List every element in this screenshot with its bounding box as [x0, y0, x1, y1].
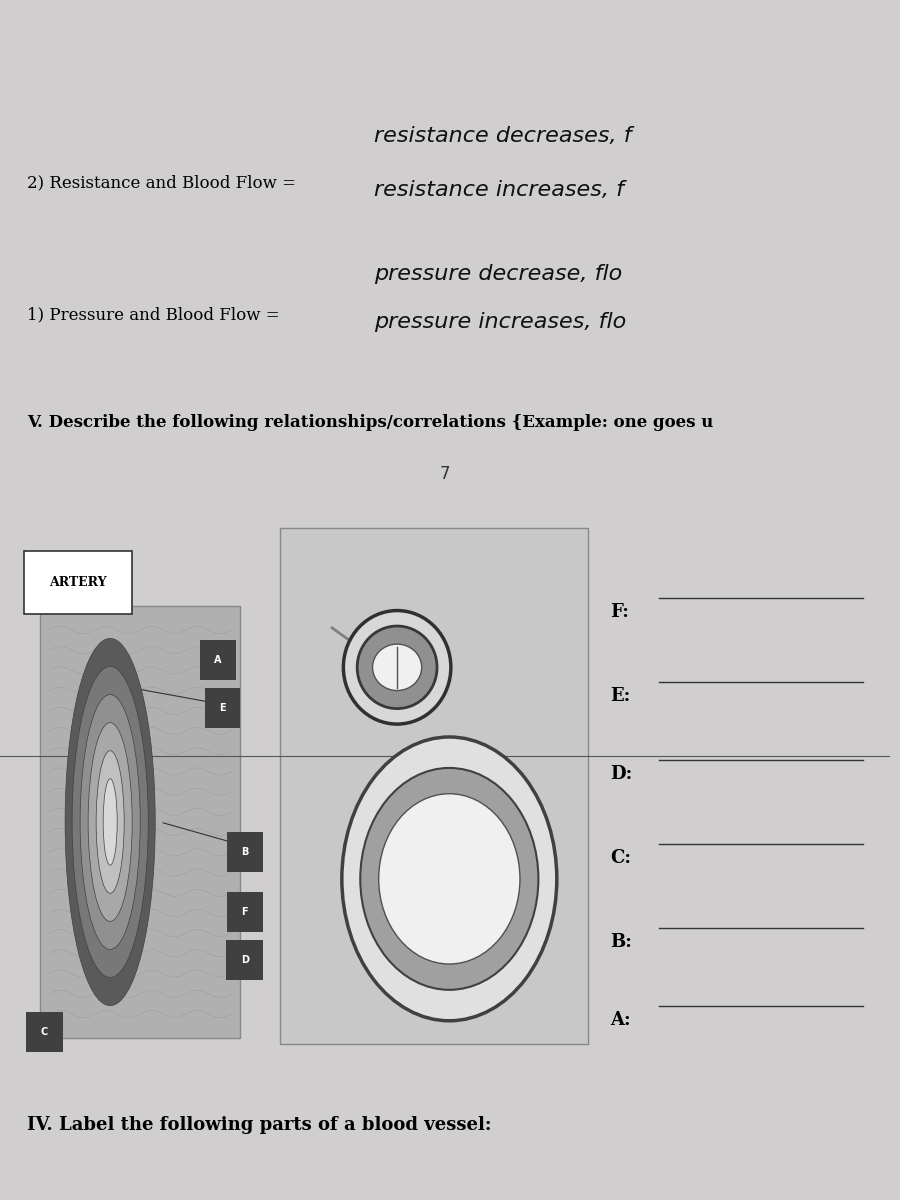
Text: C:: C: — [610, 850, 631, 866]
Text: D: D — [241, 955, 248, 965]
Text: resistance decreases, f: resistance decreases, f — [374, 126, 632, 146]
Text: 1) Pressure and Blood Flow =: 1) Pressure and Blood Flow = — [27, 306, 279, 323]
Text: ARTERY: ARTERY — [49, 576, 106, 589]
Text: V. Describe the following relationships/correlations {Example: one goes u: V. Describe the following relationships/… — [27, 414, 713, 431]
Text: IV. Label the following parts of a blood vessel:: IV. Label the following parts of a blood… — [27, 1116, 491, 1134]
Ellipse shape — [72, 666, 148, 978]
Text: E:: E: — [610, 686, 630, 704]
Ellipse shape — [96, 751, 124, 893]
Text: F: F — [241, 907, 248, 917]
Ellipse shape — [342, 737, 557, 1021]
Ellipse shape — [65, 638, 155, 1006]
Text: 7: 7 — [440, 464, 450, 482]
FancyBboxPatch shape — [40, 606, 240, 1038]
Text: D:: D: — [610, 766, 632, 782]
Text: pressure increases, flo: pressure increases, flo — [374, 312, 626, 332]
Text: C: C — [40, 1027, 48, 1037]
Text: pressure decrease, flo: pressure decrease, flo — [374, 264, 622, 284]
Ellipse shape — [379, 793, 520, 964]
Text: F:: F: — [610, 602, 629, 622]
Ellipse shape — [373, 644, 422, 690]
Ellipse shape — [344, 611, 451, 724]
FancyBboxPatch shape — [281, 528, 588, 1044]
Text: E: E — [220, 703, 226, 713]
Ellipse shape — [357, 626, 437, 708]
Ellipse shape — [360, 768, 538, 990]
Ellipse shape — [80, 695, 140, 949]
Ellipse shape — [88, 722, 132, 922]
Text: A: A — [214, 655, 221, 665]
Text: B:: B: — [610, 934, 632, 950]
Text: A:: A: — [610, 1010, 630, 1028]
Text: resistance increases, f: resistance increases, f — [374, 180, 624, 200]
Text: B: B — [241, 847, 248, 857]
Text: 2) Resistance and Blood Flow =: 2) Resistance and Blood Flow = — [27, 174, 296, 191]
Ellipse shape — [104, 779, 117, 865]
